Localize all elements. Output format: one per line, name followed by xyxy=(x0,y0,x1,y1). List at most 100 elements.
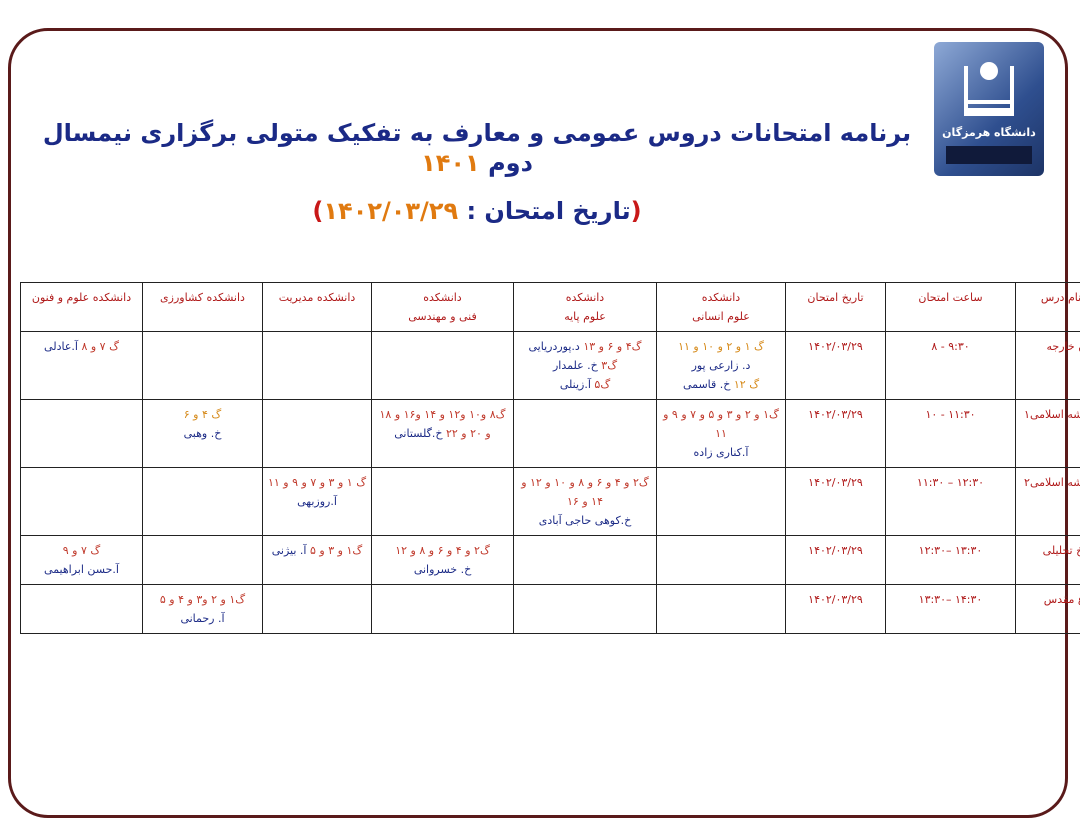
exam-schedule-table: نام درس ساعت امتحان تاریخ امتحان دانشکده علو… xyxy=(20,282,1080,634)
faculty-cell xyxy=(656,467,786,536)
group-numbers: گ۴ و ۶ و ۱۳ xyxy=(579,340,642,353)
group-numbers: گ ۱ و ۲ و ۱۰ و ۱۱ xyxy=(678,340,764,353)
exam-date-cell: ۱۴۰۲/۰۳/۲۹ xyxy=(785,467,886,536)
faculty-cell xyxy=(262,399,372,468)
column-header-label: دانشکده xyxy=(701,291,741,304)
faculty-cell xyxy=(513,584,657,634)
group-numbers: گ ۷ و ۹ xyxy=(62,544,101,557)
cell-line: گ۸ و۱۰ و۱۲ و ۱۴ و۱۶ و ۱۸ xyxy=(375,405,510,424)
cell-line: گ۱ و ۲ و ۳ و ۵ و ۷ و ۹ و ۱۱ xyxy=(660,405,782,443)
cell-line: گ ۴ و ۶ xyxy=(146,405,259,424)
instructor-name: خ.کوهی حاجی آبادی xyxy=(538,514,632,527)
faculty-cell xyxy=(371,467,514,536)
cell-line: آ. رحمانی xyxy=(146,609,259,628)
group-numbers: گ۱ و ۳ و ۵ xyxy=(306,544,363,557)
group-numbers: گ۱ و ۲ و ۳ و ۵ و ۷ و ۹ و ۱۱ xyxy=(663,408,779,440)
faculty-cell xyxy=(262,584,372,634)
group-numbers: گ ۱ و ۳ و ۷ و ۹ و ۱۱ xyxy=(267,476,367,489)
instructor-name: خ. علمدار xyxy=(552,359,598,372)
cell-line: گ۱ و ۲ و۳ و ۴ و ۵ xyxy=(146,590,259,609)
instructor-name: آ.حسن ابراهیمی xyxy=(44,563,119,576)
cell-line: خ. وهبی xyxy=(146,424,259,443)
faculty-cell xyxy=(513,535,657,585)
cell-line: گ۲ و ۴ و ۶ و ۸ و ۱۲ xyxy=(375,541,510,560)
exam-date-cell: ۱۴۰۲/۰۳/۲۹ xyxy=(785,584,886,634)
faculty-cell xyxy=(371,331,514,400)
instructor-name: آ.عادلی xyxy=(44,340,78,353)
group-numbers: گ ۴ و ۶ xyxy=(183,408,222,421)
group-numbers: گ ۱۲ xyxy=(730,378,760,391)
cell-line: گ ۱ و ۲ و ۱۰ و ۱۱ xyxy=(660,337,782,356)
exam-time: ۱۱:۳۰ – ۱۲:۳۰ xyxy=(885,467,1016,536)
column-header-label: علوم انسانی xyxy=(692,310,750,323)
column-header: دانشکده علوم پایه xyxy=(513,282,657,332)
instructor-name: آ. رحمانی xyxy=(180,612,225,625)
course-name: زبان خارجه xyxy=(1015,331,1080,400)
university-logo: دانشگاه هرمزگان xyxy=(934,42,1044,176)
faculty-cell: گ۱ و ۲ و ۳ و ۵ و ۷ و ۹ و ۱۱ آ.کناری زاده xyxy=(656,399,786,468)
faculty-cell xyxy=(20,467,143,536)
column-header-label: دانشکده xyxy=(565,291,605,304)
instructor-name: خ. خسروانی xyxy=(413,563,472,576)
faculty-cell: گ ۱ و ۲ و ۱۰ و ۱۱ د. زارعی پور گ ۱۲ خ. قاس… xyxy=(656,331,786,400)
group-numbers: گ۲ و ۴ و ۶ و ۸ و ۱۰ و ۱۲ و ۱۴ و ۱۶ xyxy=(521,476,649,508)
exam-date-subtitle: (تاریخ امتحان : ۱۴۰۲/۰۳/۲۹) xyxy=(312,197,642,225)
faculty-cell: گ ۷ و ۸ آ.عادلی xyxy=(20,331,143,400)
cell-line: آ.حسن ابراهیمی xyxy=(24,560,139,579)
instructor-name: خ.گلستانی xyxy=(394,427,443,440)
column-header: دانشکده کشاورزی xyxy=(142,282,263,332)
column-header-label: دانشکده علوم و فنون xyxy=(31,291,132,304)
cell-line: گ۱ و ۳ و ۵ آ. بیژنی xyxy=(266,541,368,560)
cell-line: گ ۷ و ۸ آ.عادلی xyxy=(24,337,139,356)
instructor-name: خ. قاسمی xyxy=(682,378,731,391)
group-numbers: گ ۷ و ۸ xyxy=(77,340,119,353)
faculty-cell: گ۱ و ۲ و۳ و ۴ و ۵ آ. رحمانی xyxy=(142,584,263,634)
column-header: دانشکده مدیریت xyxy=(262,282,372,332)
exam-date: ۱۴۰۲/۰۳/۲۹ xyxy=(323,197,459,225)
logo-text: دانشگاه هرمزگان xyxy=(942,126,1036,139)
group-numbers: گ۳ xyxy=(597,359,618,372)
exam-time: ۱۳:۳۰– ۱۴:۳۰ xyxy=(885,584,1016,634)
faculty-cell xyxy=(142,535,263,585)
cell-line: گ۳ خ. علمدار xyxy=(517,356,653,375)
column-header-label: ساعت امتحان xyxy=(918,291,983,304)
faculty-cell: گ۲ و ۴ و ۶ و ۸ و ۱۰ و ۱۲ و ۱۴ و ۱۶ خ.کوهی… xyxy=(513,467,657,536)
column-header: نام درس xyxy=(1015,282,1080,332)
column-header: دانشکده فنی و مهندسی xyxy=(371,282,514,332)
column-header: تاریخ امتحان xyxy=(785,282,886,332)
course-name: دفاع مقدس xyxy=(1015,584,1080,634)
faculty-cell xyxy=(513,399,657,468)
exam-time: ۸ - ۹:۳۰ xyxy=(885,331,1016,400)
cell-line: گ۵ آ.زینلی xyxy=(517,375,653,394)
exam-time: ۱۰ - ۱۱:۳۰ xyxy=(885,399,1016,468)
faculty-cell xyxy=(20,584,143,634)
exam-date-cell: ۱۴۰۲/۰۳/۲۹ xyxy=(785,399,886,468)
faculty-cell: گ۱ و ۳ و ۵ آ. بیژنی xyxy=(262,535,372,585)
course-name: اندیشه اسلامی۲ xyxy=(1015,467,1080,536)
page-heading: برنامه امتحانات دروس عمومی و معارف به تف… xyxy=(24,118,930,226)
faculty-cell xyxy=(656,584,786,634)
cell-line: د. زارعی پور xyxy=(660,356,782,375)
instructor-name: آ. بیژنی xyxy=(271,544,307,557)
faculty-cell xyxy=(262,331,372,400)
cell-line: آ.کناری زاده xyxy=(660,443,782,462)
cell-line: گ۲ و ۴ و ۶ و ۸ و ۱۰ و ۱۲ و ۱۴ و ۱۶ xyxy=(517,473,653,511)
group-numbers: و ۲۰ و ۲۲ xyxy=(442,427,491,440)
exam-date-cell: ۱۴۰۲/۰۳/۲۹ xyxy=(785,331,886,400)
faculty-cell: گ ۴ و ۶ خ. وهبی xyxy=(142,399,263,468)
instructor-name: د.پوردریایی xyxy=(528,340,580,353)
cell-line: و ۲۰ و ۲۲ خ.گلستانی xyxy=(375,424,510,443)
group-numbers: گ۲ و ۴ و ۶ و ۸ و ۱۲ xyxy=(395,544,490,557)
column-header-label: دانشکده مدیریت xyxy=(278,291,356,304)
course-name: اندیشه اسلامی۱ xyxy=(1015,399,1080,468)
group-numbers: گ۸ و۱۰ و۱۲ و ۱۴ و۱۶ و ۱۸ xyxy=(379,408,506,421)
cell-line: خ.کوهی حاجی آبادی xyxy=(517,511,653,530)
column-header-label: علوم پایه xyxy=(564,310,606,323)
column-header: دانشکده علوم انسانی xyxy=(656,282,786,332)
column-header-label: دانشکده xyxy=(423,291,462,304)
column-header-label: فنی و مهندسی xyxy=(408,310,477,323)
